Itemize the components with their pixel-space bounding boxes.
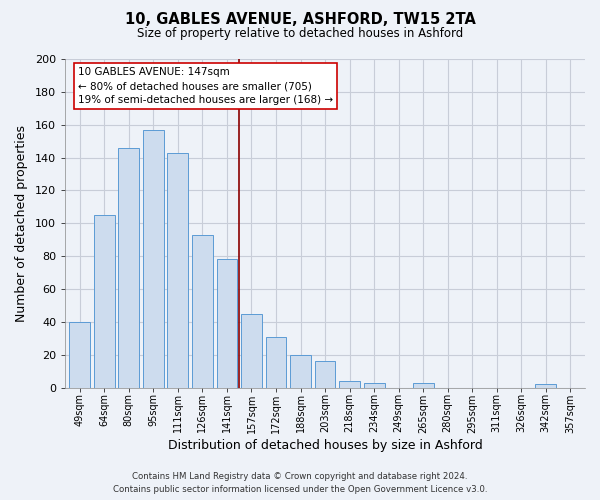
Bar [266,336,286,388]
Text: 10, GABLES AVENUE, ASHFORD, TW15 2TA: 10, GABLES AVENUE, ASHFORD, TW15 2TA [125,12,475,28]
Bar [192,235,213,388]
Bar [364,382,385,388]
Text: Size of property relative to detached houses in Ashford: Size of property relative to detached ho… [137,28,463,40]
Bar [241,314,262,388]
Bar [94,215,115,388]
Bar [70,322,90,388]
Bar [535,384,556,388]
Bar [167,152,188,388]
X-axis label: Distribution of detached houses by size in Ashford: Distribution of detached houses by size … [167,440,482,452]
Bar [339,381,360,388]
Y-axis label: Number of detached properties: Number of detached properties [15,125,28,322]
Bar [314,362,335,388]
Text: 10 GABLES AVENUE: 147sqm
← 80% of detached houses are smaller (705)
19% of semi-: 10 GABLES AVENUE: 147sqm ← 80% of detach… [78,67,333,105]
Bar [217,260,238,388]
Bar [413,382,434,388]
Bar [290,355,311,388]
Bar [143,130,164,388]
Bar [118,148,139,388]
Text: Contains HM Land Registry data © Crown copyright and database right 2024.
Contai: Contains HM Land Registry data © Crown c… [113,472,487,494]
